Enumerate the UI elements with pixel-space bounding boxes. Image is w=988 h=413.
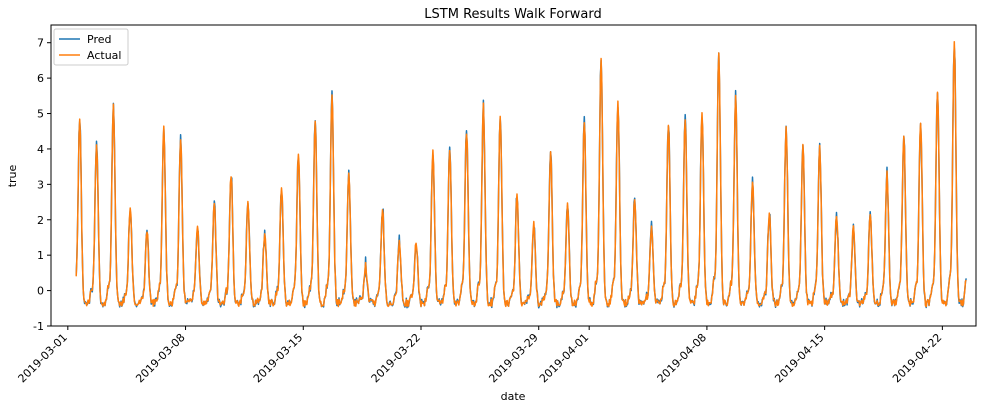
y-tick-label: -1 — [33, 320, 44, 333]
legend-label-actual: Actual — [87, 49, 121, 62]
y-tick-label: 4 — [37, 143, 44, 156]
y-tick-label: 1 — [37, 249, 44, 262]
x-tick-label: 2019-04-01 — [537, 331, 591, 385]
x-tick-label: 2019-03-01 — [16, 331, 70, 385]
x-axis: 2019-03-01 2019-03-08 2019-03-15 2019-03-22… — [16, 326, 944, 385]
y-tick-label: 2 — [37, 214, 44, 227]
y-tick-label: 6 — [37, 72, 44, 85]
legend: Pred Actual — [53, 28, 129, 66]
series-line-actual — [75, 40, 967, 308]
plot-frame — [50, 24, 977, 327]
chart-title: LSTM Results Walk Forward — [424, 7, 601, 22]
legend-box — [53, 28, 129, 66]
y-axis-label: true — [6, 164, 19, 187]
x-axis-label: date — [501, 390, 526, 403]
y-tick-label: 5 — [37, 108, 44, 121]
series-line-pred — [75, 47, 967, 309]
legend-label-pred: Pred — [87, 33, 111, 46]
x-tick-label: 2019-04-08 — [655, 331, 709, 385]
y-tick-label: 0 — [37, 285, 44, 298]
x-tick-label: 2019-03-15 — [251, 331, 305, 385]
x-tick-label: 2019-04-22 — [890, 331, 944, 385]
y-tick-label: 3 — [37, 178, 44, 191]
x-tick-label: 2019-04-15 — [772, 331, 826, 385]
y-tick-label: 7 — [37, 37, 44, 50]
y-axis: -1 0 1 2 3 4 5 6 7 — [33, 37, 51, 333]
x-tick-label: 2019-03-22 — [369, 331, 423, 385]
x-tick-label: 2019-03-29 — [486, 331, 540, 385]
series-layer — [75, 40, 967, 309]
x-tick-label: 2019-03-08 — [133, 331, 187, 385]
